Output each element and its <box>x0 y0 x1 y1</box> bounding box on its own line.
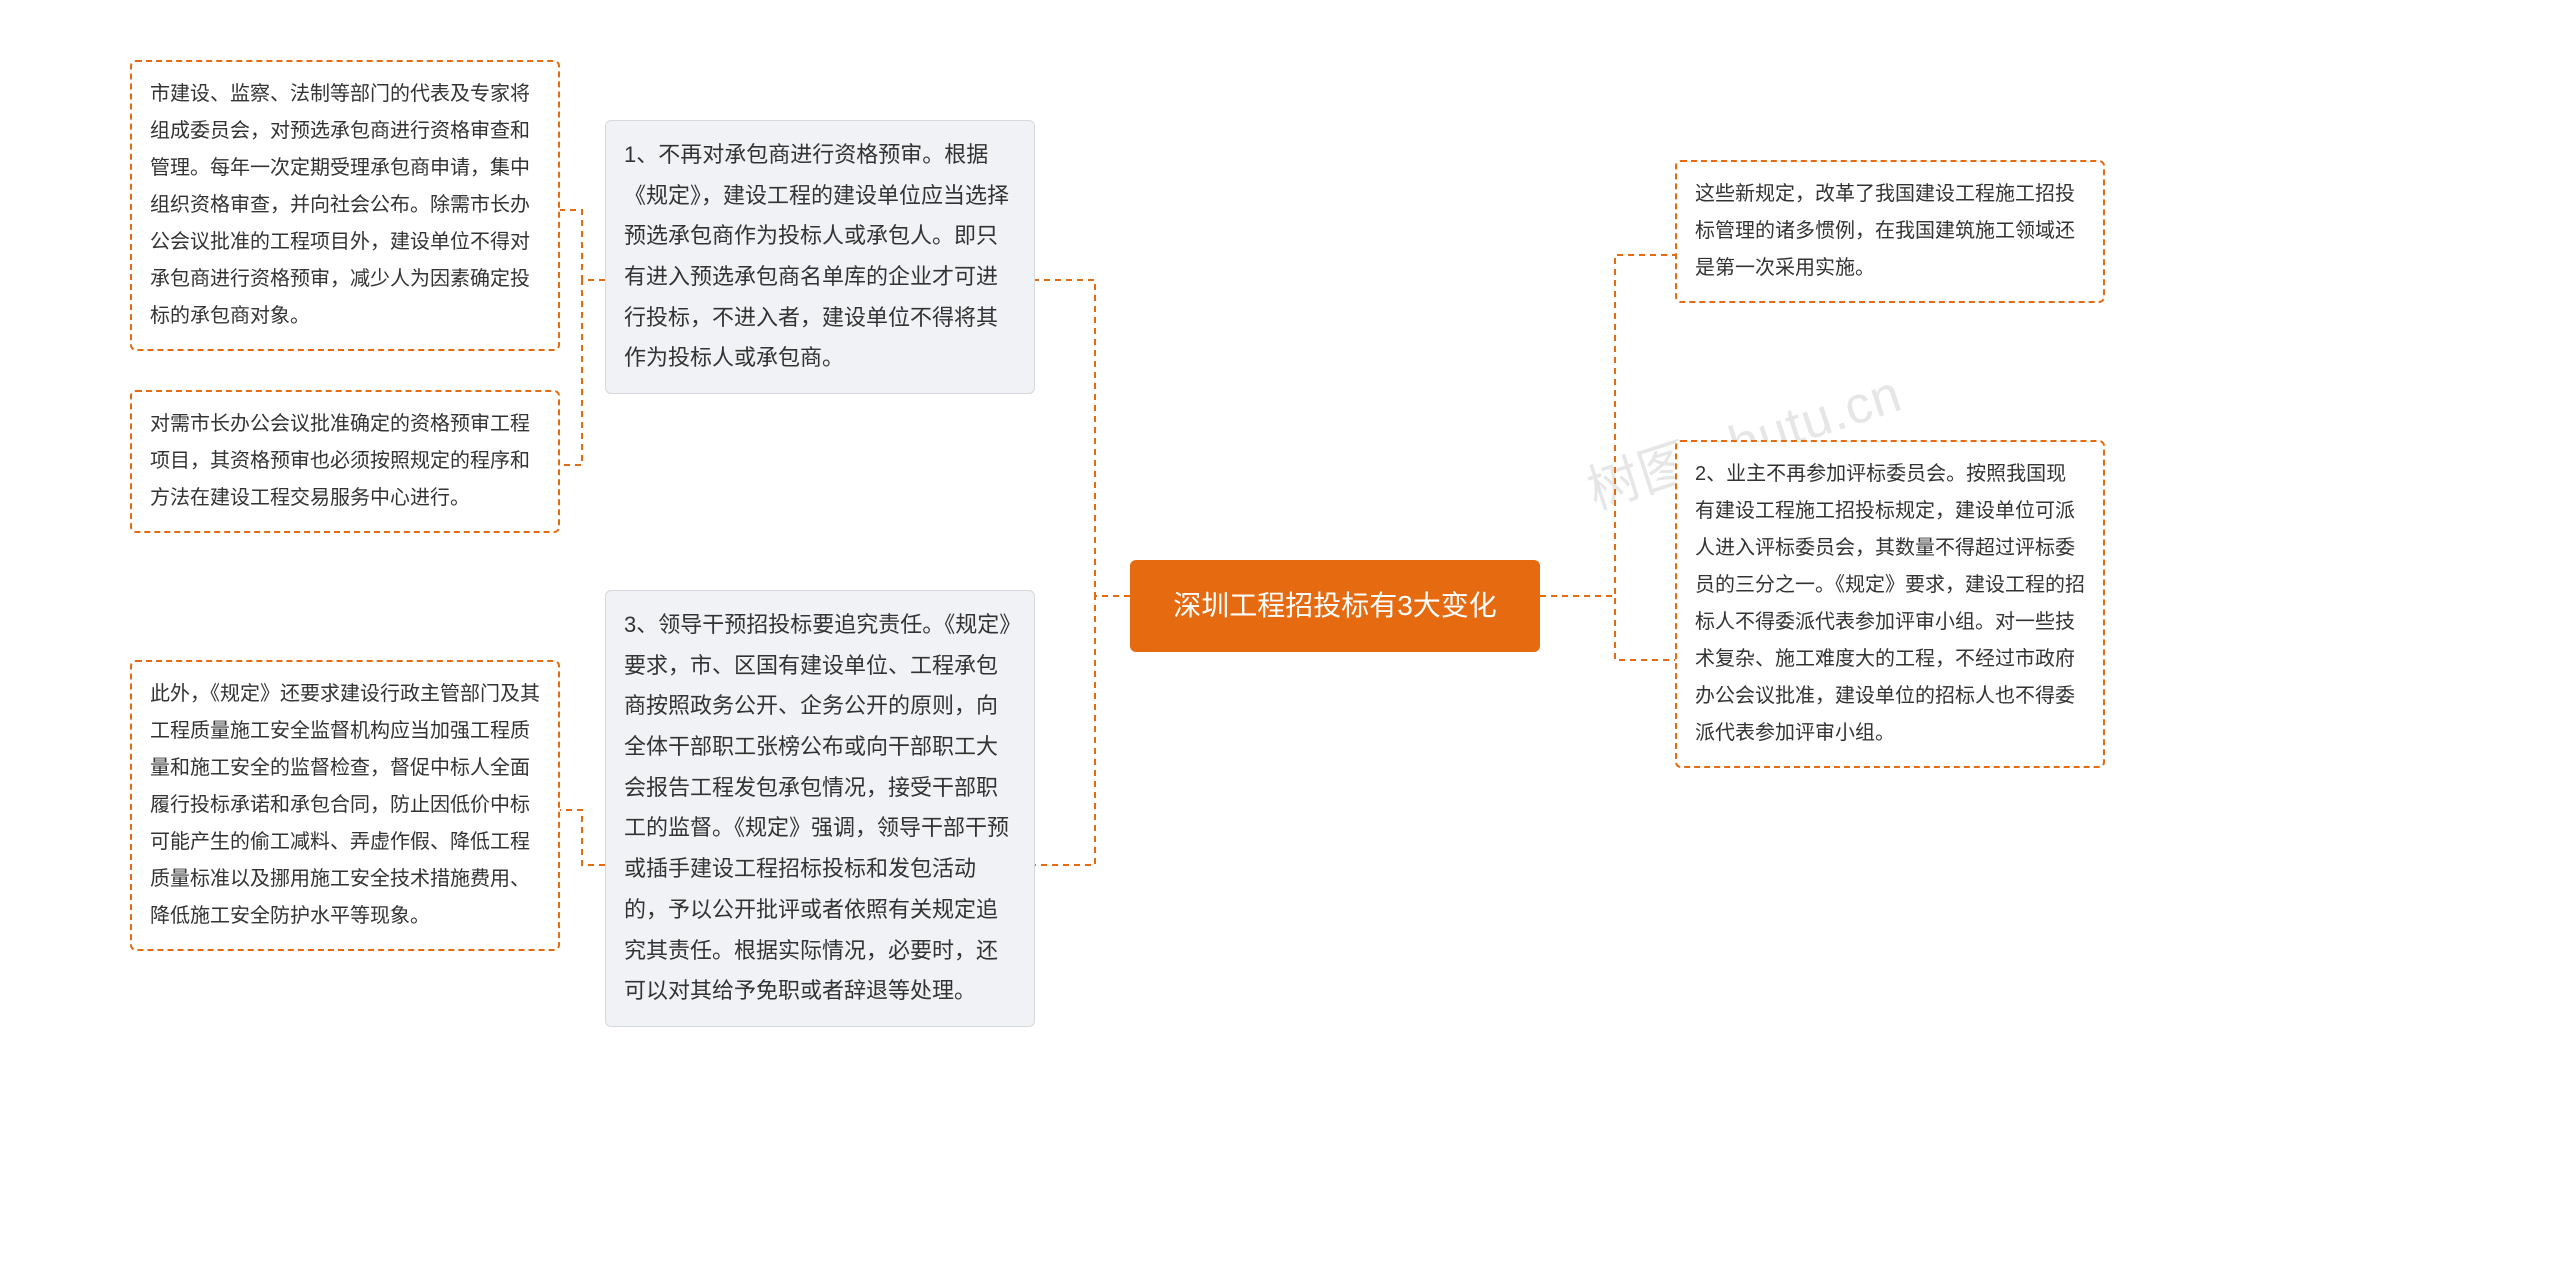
leaf-node-c2[interactable]: 对需市长办公会议批准确定的资格预审工程项目，其资格预审也必须按照规定的程序和方法… <box>130 390 560 533</box>
connector <box>1540 255 1675 596</box>
connector <box>560 280 605 465</box>
connector <box>560 210 605 280</box>
leaf-node-c1[interactable]: 市建设、监察、法制等部门的代表及专家将组成委员会，对预选承包商进行资格审查和管理… <box>130 60 560 351</box>
connector <box>1540 596 1675 660</box>
leaf-node-c3[interactable]: 此外，《规定》还要求建设行政主管部门及其工程质量施工安全监督机构应当加强工程质量… <box>130 660 560 951</box>
connector <box>560 810 605 865</box>
branch-node-3[interactable]: 3、领导干预招投标要追究责任。《规定》要求，市、区国有建设单位、工程承包商按照政… <box>605 590 1035 1027</box>
branch-node-2[interactable]: 2、业主不再参加评标委员会。按照我国现有建设工程施工招投标规定，建设单位可派人进… <box>1675 440 2105 768</box>
connector <box>1035 280 1130 596</box>
branch-node-1[interactable]: 1、不再对承包商进行资格预审。根据《规定》，建设工程的建设单位应当选择预选承包商… <box>605 120 1035 394</box>
root-node[interactable]: 深圳工程招投标有3大变化 <box>1130 560 1540 652</box>
branch-node-summary[interactable]: 这些新规定，改革了我国建设工程施工招投标管理的诸多惯例，在我国建筑施工领域还是第… <box>1675 160 2105 303</box>
connector <box>1035 596 1130 865</box>
